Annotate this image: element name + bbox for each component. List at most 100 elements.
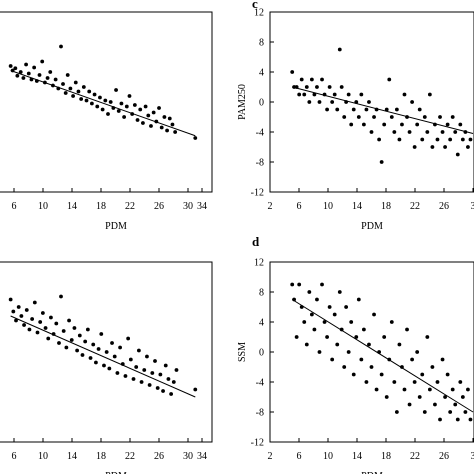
- data-point: [24, 62, 28, 67]
- data-point: [145, 354, 149, 359]
- data-point: [466, 145, 470, 149]
- data-point: [387, 357, 392, 362]
- data-point: [364, 380, 369, 384]
- data-point: [304, 342, 309, 347]
- data-point: [136, 348, 141, 353]
- data-point: [327, 305, 332, 309]
- data-point: [448, 137, 453, 142]
- data-point: [147, 383, 152, 387]
- data-point: [417, 395, 422, 399]
- data-point: [330, 357, 335, 362]
- data-point: [315, 297, 319, 302]
- x-tick-label: 22: [410, 201, 420, 212]
- data-point: [438, 417, 442, 422]
- data-point: [317, 100, 322, 104]
- data-point: [158, 372, 163, 377]
- x-tick-label: 18: [96, 451, 106, 462]
- data-point: [161, 389, 165, 393]
- data-point: [85, 327, 90, 332]
- data-point: [173, 130, 178, 134]
- data-point: [63, 91, 68, 95]
- data-point: [100, 107, 105, 112]
- data-point: [420, 372, 425, 377]
- data-point: [141, 121, 145, 125]
- data-point: [320, 77, 324, 82]
- data-point: [98, 95, 102, 100]
- data-point: [427, 92, 432, 97]
- data-point: [122, 115, 127, 119]
- data-point: [382, 122, 387, 127]
- chart-panel-3: 6 10 14 18 22 26 30 34 PDM: [0, 261, 213, 474]
- data-point: [369, 130, 374, 134]
- data-point: [83, 339, 88, 344]
- data-point: [397, 137, 402, 142]
- data-point: [59, 44, 63, 49]
- y-tick-label: -12: [251, 188, 264, 199]
- data-point: [453, 130, 458, 134]
- data-point: [111, 106, 116, 110]
- data-point: [455, 417, 460, 422]
- data-point: [89, 101, 94, 106]
- data-point: [337, 290, 342, 294]
- data-point: [349, 122, 354, 127]
- data-point: [96, 347, 101, 351]
- data-point: [463, 410, 468, 414]
- y-tick-label: 0: [259, 348, 264, 359]
- data-point: [415, 350, 420, 354]
- data-point: [458, 122, 463, 127]
- data-point: [104, 350, 109, 354]
- data-point: [16, 305, 21, 309]
- x-tick-label: 18: [96, 201, 106, 212]
- data-point: [427, 387, 432, 392]
- data-point: [68, 86, 73, 91]
- data-point: [169, 392, 174, 396]
- data-point: [29, 77, 34, 82]
- data-point: [463, 130, 468, 134]
- data-point: [292, 297, 297, 302]
- data-point: [32, 65, 37, 70]
- data-point: [330, 100, 335, 104]
- data-point: [91, 342, 96, 347]
- data-point: [425, 130, 430, 134]
- x-tick-label: 26: [154, 201, 164, 212]
- data-point: [367, 100, 371, 104]
- data-point: [127, 94, 132, 98]
- data-point: [61, 82, 65, 86]
- data-point: [377, 350, 382, 354]
- data-point: [15, 73, 20, 78]
- x-tick-label: 10: [323, 201, 333, 212]
- x-tick-label: 14: [352, 451, 362, 462]
- x-tick-label: 10: [323, 451, 333, 462]
- data-point: [76, 89, 81, 94]
- data-point: [94, 360, 98, 365]
- data-point: [335, 342, 340, 347]
- data-point: [445, 122, 450, 127]
- data-point: [128, 357, 133, 362]
- x-tick-label: 6: [297, 201, 302, 212]
- data-point: [14, 318, 18, 323]
- data-point: [297, 282, 302, 287]
- data-point: [174, 368, 179, 372]
- data-point: [87, 89, 92, 94]
- data-point: [422, 115, 427, 119]
- data-point: [460, 137, 465, 142]
- data-point: [22, 323, 26, 327]
- x-tick-label: 26: [439, 451, 449, 462]
- data-point: [374, 107, 379, 112]
- data-point: [433, 402, 437, 407]
- data-point: [361, 122, 366, 127]
- data-point: [389, 320, 394, 324]
- data-point: [124, 104, 129, 109]
- data-point: [356, 297, 361, 302]
- data-point: [193, 136, 198, 140]
- data-point: [130, 112, 135, 116]
- data-point: [40, 311, 45, 315]
- data-point: [32, 300, 37, 305]
- data-point: [458, 380, 463, 384]
- data-point: [40, 59, 45, 64]
- plot-frame: [0, 261, 213, 443]
- data-point: [19, 314, 24, 318]
- data-point: [415, 122, 420, 127]
- data-point: [312, 92, 317, 97]
- data-point: [162, 115, 167, 119]
